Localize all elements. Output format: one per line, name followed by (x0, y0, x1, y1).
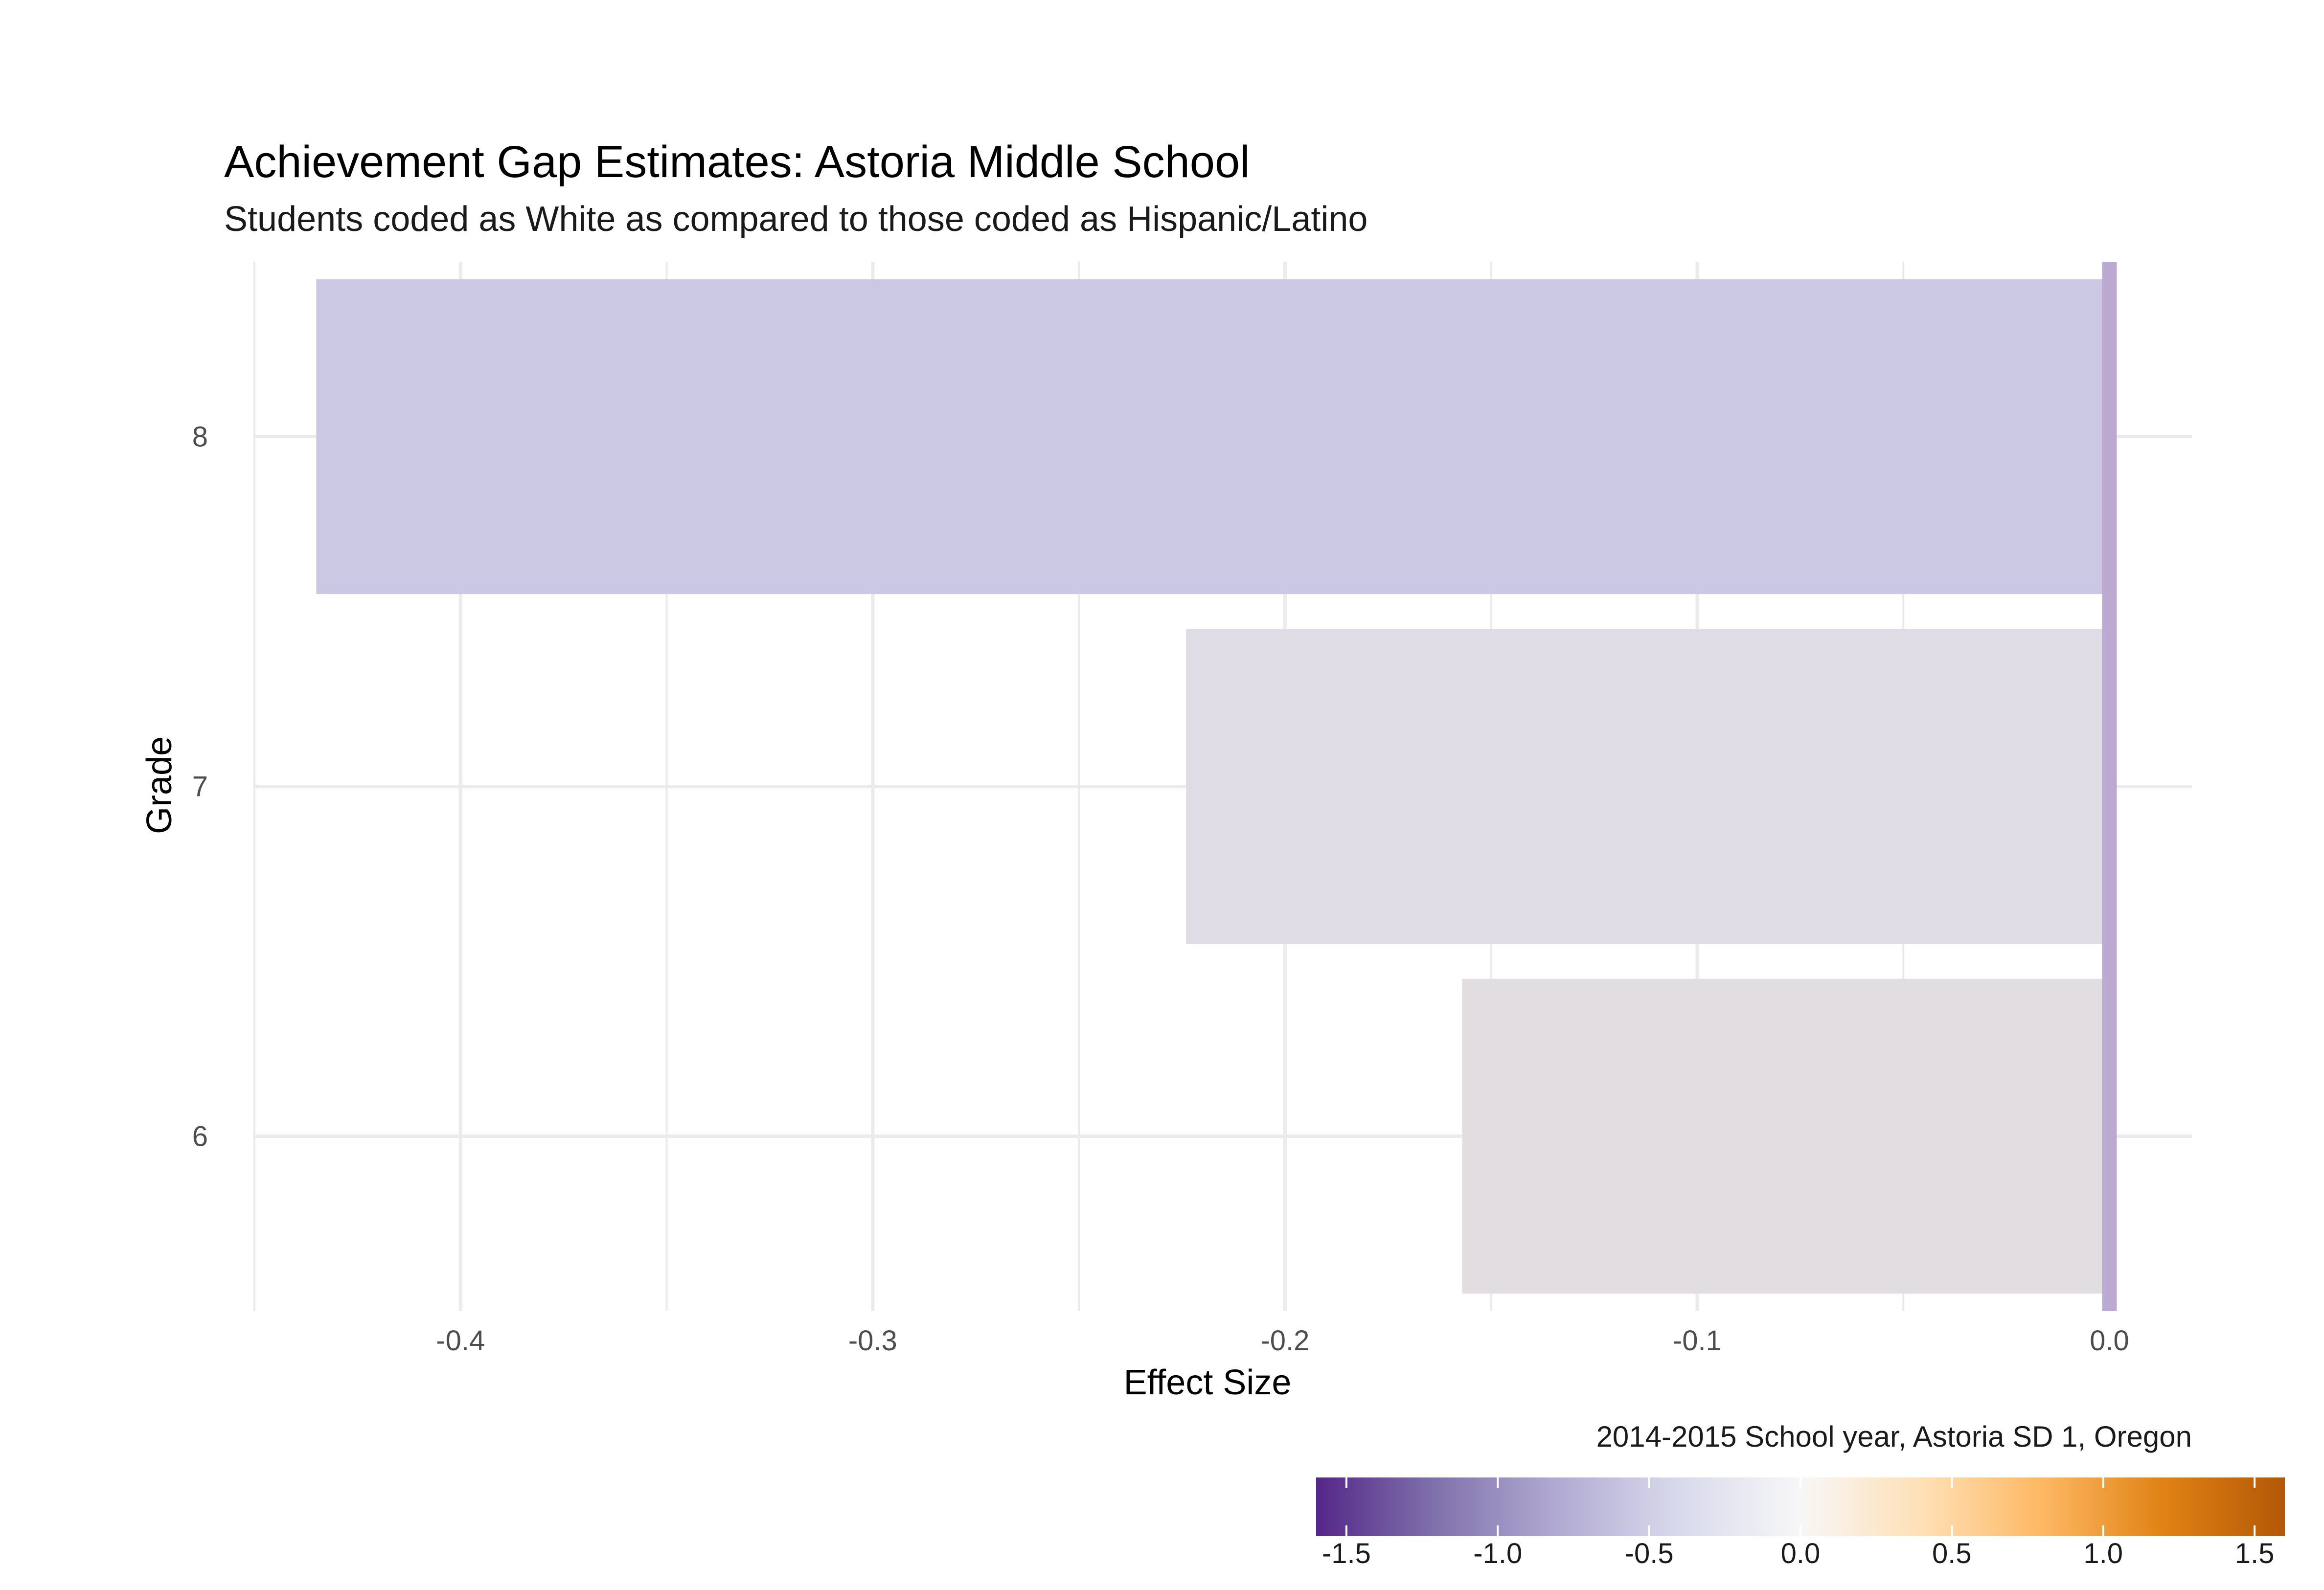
y-tick-labels: 6 7 8 (192, 421, 208, 1153)
colorbar-tick-label: -0.5 (1625, 1538, 1674, 1569)
y-axis-title: Grade (140, 736, 179, 834)
x-tick-labels: -0.4 -0.3 -0.2 -0.1 0.0 (436, 1325, 2129, 1357)
x-tick-label: -0.3 (848, 1325, 897, 1357)
chart-title: Achievement Gap Estimates: Astoria Middl… (224, 137, 1250, 187)
x-tick-label: -0.1 (1673, 1325, 1722, 1357)
x-tick-label: -0.4 (436, 1325, 485, 1357)
bar (316, 279, 2110, 594)
bars (316, 279, 2110, 1294)
colorbar-tick-label: 0.0 (1781, 1538, 1821, 1569)
colorbar-tick-label: -1.5 (1322, 1538, 1371, 1569)
colorbar-tick-label: 1.5 (2235, 1538, 2275, 1569)
x-axis-title: Effect Size (1124, 1363, 1292, 1402)
y-tick-label: 8 (192, 421, 208, 453)
colorbar-tick-label: 0.5 (1932, 1538, 1972, 1569)
chart-caption: 2014-2015 School year, Astoria SD 1, Ore… (1596, 1420, 2192, 1453)
y-tick-label: 7 (192, 771, 208, 803)
chart-subtitle: Students coded as White as compared to t… (224, 200, 1367, 239)
y-tick-label: 6 (192, 1121, 208, 1153)
x-tick-label: 0.0 (2090, 1325, 2129, 1357)
colorbar-tick-label: -1.0 (1473, 1538, 1522, 1569)
colorbar-tick-label: 1.0 (2083, 1538, 2123, 1569)
bar (1186, 629, 2110, 944)
colorbar-legend: -1.5 -1.0 -0.5 0.0 0.5 1.0 1.5 (1316, 1477, 2285, 1569)
bar (1462, 978, 2110, 1294)
x-tick-label: -0.2 (1260, 1325, 1309, 1357)
